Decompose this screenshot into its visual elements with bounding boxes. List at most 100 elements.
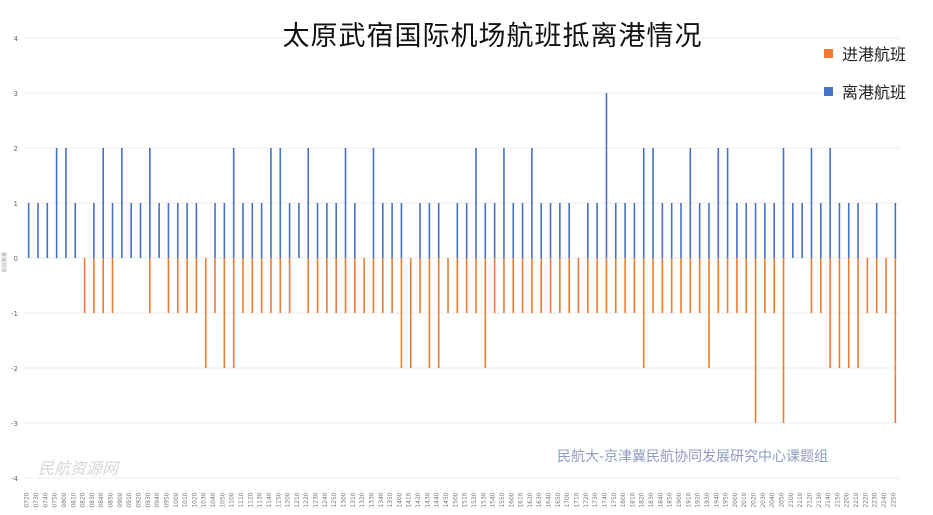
x-tick-label: 1440 [434,492,441,507]
x-tick-label: 2100 [788,492,795,507]
x-tick-label: 1320 [359,492,366,507]
departures-swatch [824,86,833,96]
x-tick-label: 0810 [70,492,77,507]
x-tick-label: 1100 [229,492,236,507]
x-tick-label: 1050 [219,492,226,507]
x-tick-label: 1620 [527,492,534,507]
x-tick-label: 2150 [834,492,841,507]
y-tick-label: 0 [14,255,18,263]
x-tick-label: 1410 [406,492,413,507]
x-tick-label: 0840 [98,492,105,507]
x-tick-label: 1600 [508,492,515,507]
x-tick-label: 1310 [350,492,357,507]
x-tick-label: 0850 [108,492,115,507]
x-tick-label: 1720 [583,492,590,507]
x-tick-label: 1850 [667,492,674,507]
y-tick-label: 2 [14,145,18,153]
x-tick-label: 2010 [741,492,748,507]
legend-item-arrivals[interactable]: 进港航班 [824,41,906,65]
x-tick-label: 1810 [629,492,636,507]
x-axis-ticks: 0720 0730 0740 0750 0800 0810 0820 0830 0840 0850… [24,492,898,507]
x-tick-label: 0910 [126,492,133,507]
x-tick-label: 1510 [462,492,469,507]
x-tick-label: 0920 [135,492,142,507]
x-tick-label: 1940 [713,492,720,507]
x-tick-label: 2000 [732,492,739,507]
x-tick-label: 1630 [536,492,543,507]
x-tick-label: 1820 [639,492,646,507]
x-tick-label: 0930 [145,492,152,507]
x-tick-label: 1150 [275,492,282,507]
y-axis-label: 航班数量 [1,252,8,272]
x-tick-label: 1900 [676,492,683,507]
x-tick-label: 1740 [601,492,608,507]
x-tick-label: 1030 [201,492,208,507]
gridlines [24,37,900,479]
x-tick-label: 1010 [182,492,189,507]
x-tick-label: 2030 [760,492,767,507]
x-tick-label: 1800 [620,492,627,507]
x-tick-label: 1330 [368,492,375,507]
y-tick-label: 4 [14,35,19,43]
x-tick-label: 1950 [723,492,730,507]
x-tick-label: 2230 [872,492,879,507]
x-tick-label: 2130 [816,492,823,507]
x-tick-label: 1610 [518,492,525,507]
x-tick-label: 1710 [573,492,580,507]
x-tick-label: 1500 [452,492,459,507]
x-tick-label: 1730 [592,492,599,507]
x-tick-label: 1230 [313,492,320,507]
y-tick-label: 1 [14,200,18,208]
x-tick-label: 1420 [415,492,422,507]
x-tick-label: 1650 [555,492,562,507]
x-tick-label: 1210 [294,492,301,507]
x-tick-label: 1830 [648,492,655,507]
y-axis-ticks: 4 3 2 1 0 -1 -2 -3 -4 [11,35,19,483]
x-tick-label: 0950 [163,492,170,507]
x-tick-label: 1110 [238,492,245,507]
x-tick-label: 1910 [685,492,692,507]
x-tick-label: 1120 [247,492,254,507]
x-tick-label: 2240 [881,492,888,507]
x-tick-label: 1550 [499,492,506,507]
x-tick-label: 0800 [61,492,68,507]
bars [27,93,897,423]
x-tick-label: 0940 [154,492,161,507]
x-tick-label: 1530 [480,492,487,507]
x-tick-label: 1640 [546,492,553,507]
x-tick-label: 2220 [862,492,869,507]
y-tick-label: -2 [11,365,18,373]
x-tick-label: 1000 [173,492,180,507]
x-tick-label: 1040 [210,492,217,507]
x-tick-label: 2040 [769,492,776,507]
chart-title: 太原武宿国际机场航班抵离港情况 [282,21,703,52]
x-tick-label: 1350 [387,492,394,507]
x-tick-label: 1450 [443,492,450,507]
x-tick-label: 1220 [303,492,310,507]
x-tick-label: 2020 [751,492,758,507]
x-tick-label: 2140 [825,492,832,507]
x-tick-label: 0730 [33,492,40,507]
x-tick-label: 2200 [844,492,851,507]
x-tick-label: 0740 [42,492,49,507]
x-tick-label: 2110 [797,492,804,507]
x-tick-label: 2120 [806,492,813,507]
y-tick-label: -4 [11,475,19,483]
legend-label-arrivals: 进港航班 [842,45,907,64]
x-tick-label: 0720 [24,492,31,507]
legend-item-departures[interactable]: 离港航班 [824,79,906,103]
x-tick-label: 1340 [378,492,385,507]
legend-label-departures: 离港航班 [842,83,907,102]
x-tick-label: 1300 [341,492,348,507]
x-tick-label: 2210 [853,492,860,507]
x-tick-label: 1920 [695,492,702,507]
y-tick-label: 3 [14,90,18,98]
x-tick-label: 0820 [80,492,87,507]
x-tick-label: 1200 [285,492,292,507]
x-tick-label: 1520 [471,492,478,507]
x-tick-label: 1140 [266,492,273,507]
credit-watermark: 民航大-京津冀民航协同发展研究中心课题组 [557,449,829,465]
y-tick-label: -3 [11,420,18,428]
y-tick-label: -1 [11,310,18,318]
